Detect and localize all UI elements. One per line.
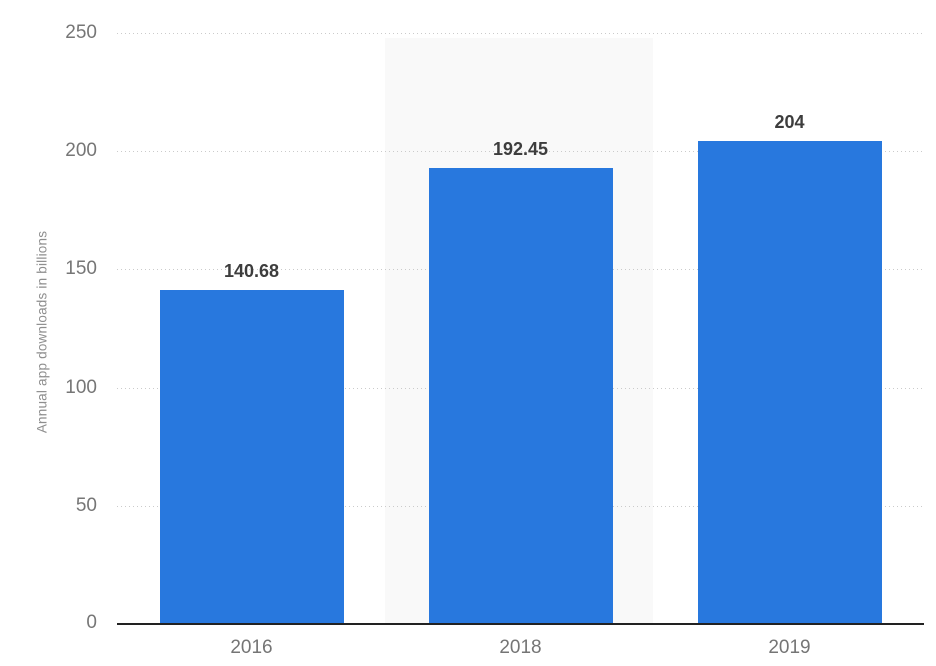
x-tick-label: 2018 [499,637,542,658]
bar-group-2016: 140.68 [117,33,386,623]
gridline-250 [117,33,924,34]
bar-value-label: 192.45 [492,139,549,159]
y-tick-label: 100 [65,377,97,398]
y-tick-label: 50 [75,495,97,516]
y-tick-label: 0 [86,612,97,633]
y-tick-label: 250 [65,22,97,43]
x-axis-line [117,623,924,625]
y-tick-label: 150 [65,258,97,279]
bar-group-2018: 192.45 [386,33,655,623]
x-tick-label: 2019 [768,637,811,658]
bar-value-label: 204 [774,112,805,132]
bar-value-label: 140.68 [223,261,280,281]
gridline-200 [117,151,924,152]
bar-group-2019: 204 [655,33,924,623]
y-axis-title: Annual app downloads in billions [34,230,50,434]
y-tick-label: 200 [65,140,97,161]
bar-2019[interactable] [697,141,882,623]
bar-2016[interactable] [159,290,344,623]
bar-2018[interactable] [428,168,613,623]
x-tick-label: 2016 [230,637,273,658]
